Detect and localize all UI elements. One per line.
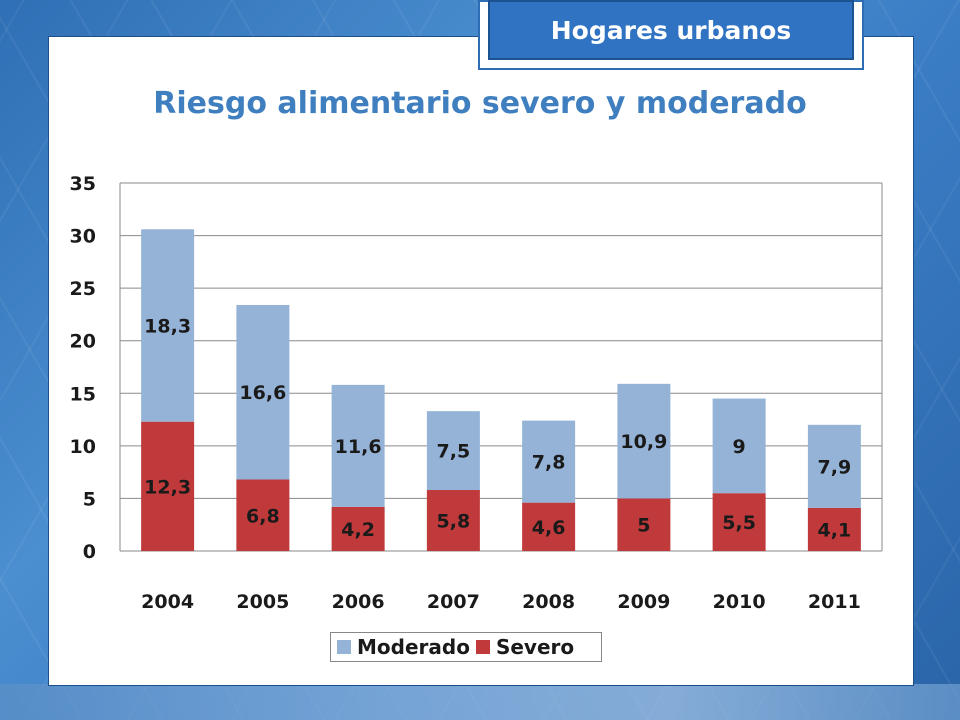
bar-moderado <box>141 229 195 422</box>
y-tick-label: 20 <box>70 331 96 353</box>
data-label-moderado: 16,6 <box>239 382 286 404</box>
data-label-severo: 4,6 <box>532 517 566 539</box>
x-tick-label: 2005 <box>236 591 289 613</box>
legend-swatch-severo <box>475 640 490 654</box>
chart-title: Riesgo alimentario severo y moderado <box>153 86 807 121</box>
bar-severo <box>236 479 290 551</box>
y-tick-label: 10 <box>70 436 96 458</box>
data-label-moderado: 9 <box>733 436 746 458</box>
bar-severo <box>522 502 576 551</box>
data-label-severo: 5,5 <box>722 512 756 534</box>
data-label-moderado: 7,8 <box>532 452 566 474</box>
bar-severo <box>712 493 766 551</box>
x-tick-label: 2006 <box>332 591 385 613</box>
bar-severo <box>807 507 861 551</box>
badge-text: Hogares urbanos <box>550 15 792 45</box>
chart-legend: Moderado Severo <box>330 632 602 662</box>
data-label-moderado: 18,3 <box>144 315 191 337</box>
data-label-severo: 4,2 <box>341 519 375 541</box>
bar-severo <box>331 506 385 551</box>
bar-moderado <box>331 384 385 507</box>
x-tick-label: 2011 <box>808 591 861 613</box>
bar-severo <box>617 498 671 551</box>
x-tick-label: 2004 <box>141 591 194 613</box>
data-label-severo: 4,1 <box>818 519 852 541</box>
y-tick-label: 5 <box>83 488 96 510</box>
title-badge-inner: Hogares urbanos <box>488 0 854 60</box>
y-tick-label: 15 <box>70 383 96 405</box>
bar-severo <box>141 421 195 551</box>
legend-item-severo: Severo <box>475 635 575 659</box>
x-tick-label: 2009 <box>617 591 670 613</box>
y-tick-label: 0 <box>83 541 96 563</box>
x-tick-label: 2007 <box>427 591 480 613</box>
bar-severo <box>426 490 480 551</box>
bar-moderado <box>712 398 766 494</box>
data-label-moderado: 7,5 <box>437 441 471 463</box>
data-label-moderado: 7,9 <box>818 456 852 478</box>
data-label-moderado: 11,6 <box>335 436 382 458</box>
background-strip <box>0 684 960 720</box>
legend-label-moderado: Moderado <box>357 635 470 659</box>
legend-item-moderado: Moderado <box>337 635 470 659</box>
y-tick-label: 35 <box>70 173 96 195</box>
x-tick-label: 2010 <box>713 591 766 613</box>
bar-moderado <box>522 420 576 503</box>
y-tick-label: 25 <box>70 278 96 300</box>
bar-moderado <box>807 424 861 508</box>
data-label-severo: 5 <box>637 515 650 537</box>
data-label-severo: 12,3 <box>144 476 191 498</box>
data-label-severo: 5,8 <box>437 511 471 533</box>
x-tick-label: 2008 <box>522 591 575 613</box>
bar-moderado <box>236 304 290 480</box>
legend-swatch-moderado <box>337 640 351 654</box>
bar-moderado <box>617 383 671 499</box>
data-label-severo: 6,8 <box>246 505 280 527</box>
legend-label-severo: Severo <box>495 635 575 659</box>
data-label-moderado: 10,9 <box>620 431 667 453</box>
title-badge: Hogares urbanos <box>478 0 864 70</box>
y-tick-label: 30 <box>70 226 96 248</box>
bar-moderado <box>426 411 480 491</box>
